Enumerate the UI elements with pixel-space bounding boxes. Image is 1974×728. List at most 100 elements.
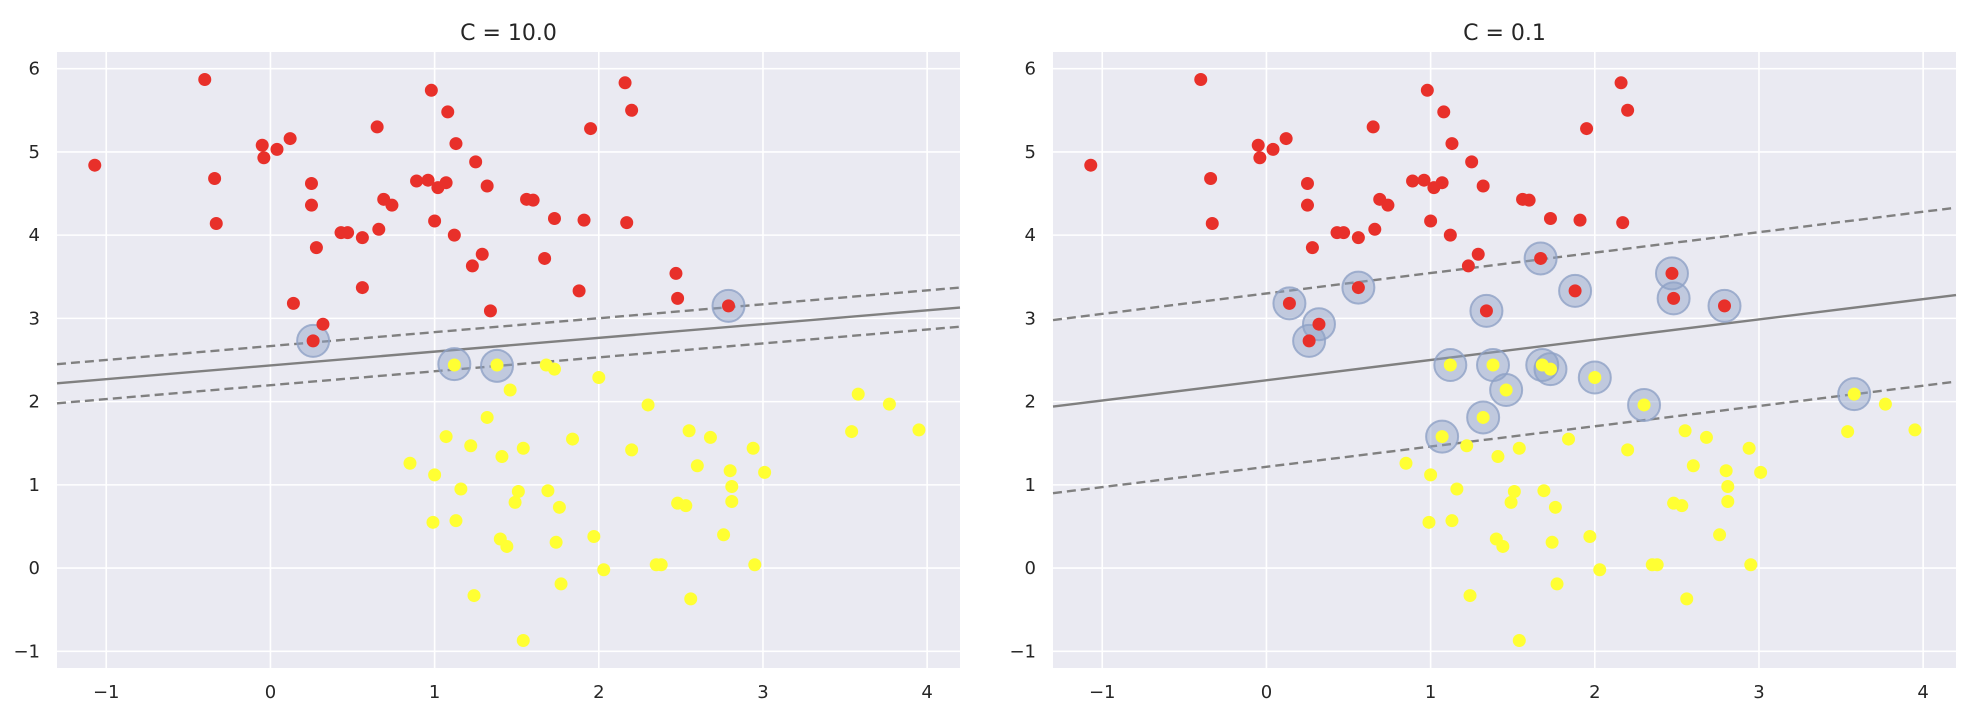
point-class-b <box>1512 634 1526 648</box>
point-class-b <box>1435 430 1449 444</box>
y-tick-label: 5 <box>1025 142 1036 163</box>
point-class-a <box>1312 317 1326 331</box>
point-class-a <box>439 176 453 190</box>
y-tick-label: −1 <box>1009 641 1036 662</box>
point-class-a <box>1461 259 1475 273</box>
point-class-b <box>679 499 693 513</box>
point-class-b <box>1399 456 1413 470</box>
point-class-b <box>447 358 461 372</box>
point-class-a <box>1465 155 1479 169</box>
point-class-a <box>1476 179 1490 193</box>
point-class-b <box>500 539 514 553</box>
point-class-b <box>1460 439 1474 453</box>
point-class-a <box>1417 173 1431 187</box>
margin-line-upper <box>56 286 961 366</box>
chart-title-right: C = 0.1 <box>1463 21 1546 46</box>
point-class-b <box>717 528 731 542</box>
point-class-a <box>669 266 683 280</box>
point-class-b <box>1686 459 1700 473</box>
point-class-a <box>1300 198 1314 212</box>
point-class-b <box>467 589 481 603</box>
point-class-a <box>526 193 540 207</box>
point-class-a <box>1084 158 1098 172</box>
point-class-b <box>882 397 896 411</box>
point-class-a <box>618 76 632 90</box>
point-class-b <box>1621 443 1635 457</box>
point-class-a <box>1621 103 1635 117</box>
point-class-a <box>1443 228 1457 242</box>
point-class-b <box>1422 515 1436 529</box>
lines-left <box>56 286 961 405</box>
point-class-a <box>1194 72 1208 86</box>
y-tick-label: 1 <box>1025 475 1036 496</box>
point-class-a <box>1665 266 1679 280</box>
point-class-b <box>1486 358 1500 372</box>
point-class-a <box>1568 284 1582 298</box>
plot-area-left <box>57 52 960 668</box>
point-class-a <box>441 105 455 119</box>
point-class-b <box>1450 482 1464 496</box>
decision-boundary-line <box>56 306 961 385</box>
point-class-b <box>1588 370 1602 384</box>
point-class-a <box>1351 281 1365 295</box>
point-class-b <box>746 441 760 455</box>
point-class-b <box>912 423 926 437</box>
point-class-a <box>421 173 435 187</box>
point-class-b <box>1476 410 1490 424</box>
grid-left <box>57 52 960 668</box>
point-class-b <box>495 450 509 464</box>
point-class-b <box>552 500 566 514</box>
plot-area-right <box>1053 52 1956 668</box>
point-class-b <box>851 387 865 401</box>
point-class-b <box>490 358 504 372</box>
point-class-b <box>403 456 417 470</box>
point-class-b <box>554 577 568 591</box>
point-class-a <box>341 226 355 240</box>
point-class-a <box>208 172 222 186</box>
point-class-a <box>198 72 212 86</box>
point-class-a <box>257 151 271 165</box>
point-class-a <box>483 304 497 318</box>
point-class-a <box>355 281 369 295</box>
point-class-a <box>1253 151 1267 165</box>
point-class-b <box>723 464 737 478</box>
point-class-b <box>1721 495 1735 509</box>
lines-right <box>1052 206 1957 495</box>
point-class-b <box>1593 563 1607 577</box>
point-class-a <box>475 247 489 261</box>
point-class-a <box>1614 76 1628 90</box>
point-class-a <box>286 296 300 310</box>
x-tick-label: 1 <box>429 682 440 703</box>
point-class-b <box>1443 358 1457 372</box>
point-class-a <box>1424 214 1438 228</box>
point-class-a <box>385 198 399 212</box>
point-class-b <box>1445 514 1459 528</box>
point-class-a <box>577 213 591 227</box>
point-class-b <box>1499 383 1513 397</box>
point-class-a <box>625 103 639 117</box>
point-class-a <box>1279 132 1293 146</box>
point-class-a <box>1616 216 1630 230</box>
point-class-a <box>372 222 386 236</box>
points-right <box>1084 72 1922 648</box>
y-tick-label: 0 <box>29 558 40 579</box>
point-class-a <box>1381 198 1395 212</box>
point-class-b <box>541 484 555 498</box>
point-class-a <box>480 179 494 193</box>
point-class-b <box>511 485 525 499</box>
point-class-a <box>449 137 463 151</box>
point-class-b <box>1650 558 1664 572</box>
point-class-a <box>620 216 634 230</box>
point-class-a <box>1351 231 1365 245</box>
x-tick-label: 3 <box>1753 682 1764 703</box>
point-class-a <box>88 158 102 172</box>
point-class-a <box>355 231 369 245</box>
point-class-a <box>722 299 736 313</box>
x-tick-label: 3 <box>757 682 768 703</box>
point-class-a <box>1543 211 1557 225</box>
point-class-b <box>684 592 698 606</box>
point-class-a <box>1471 247 1485 261</box>
point-class-b <box>480 410 494 424</box>
point-class-a <box>306 334 320 348</box>
point-class-b <box>1562 432 1576 446</box>
